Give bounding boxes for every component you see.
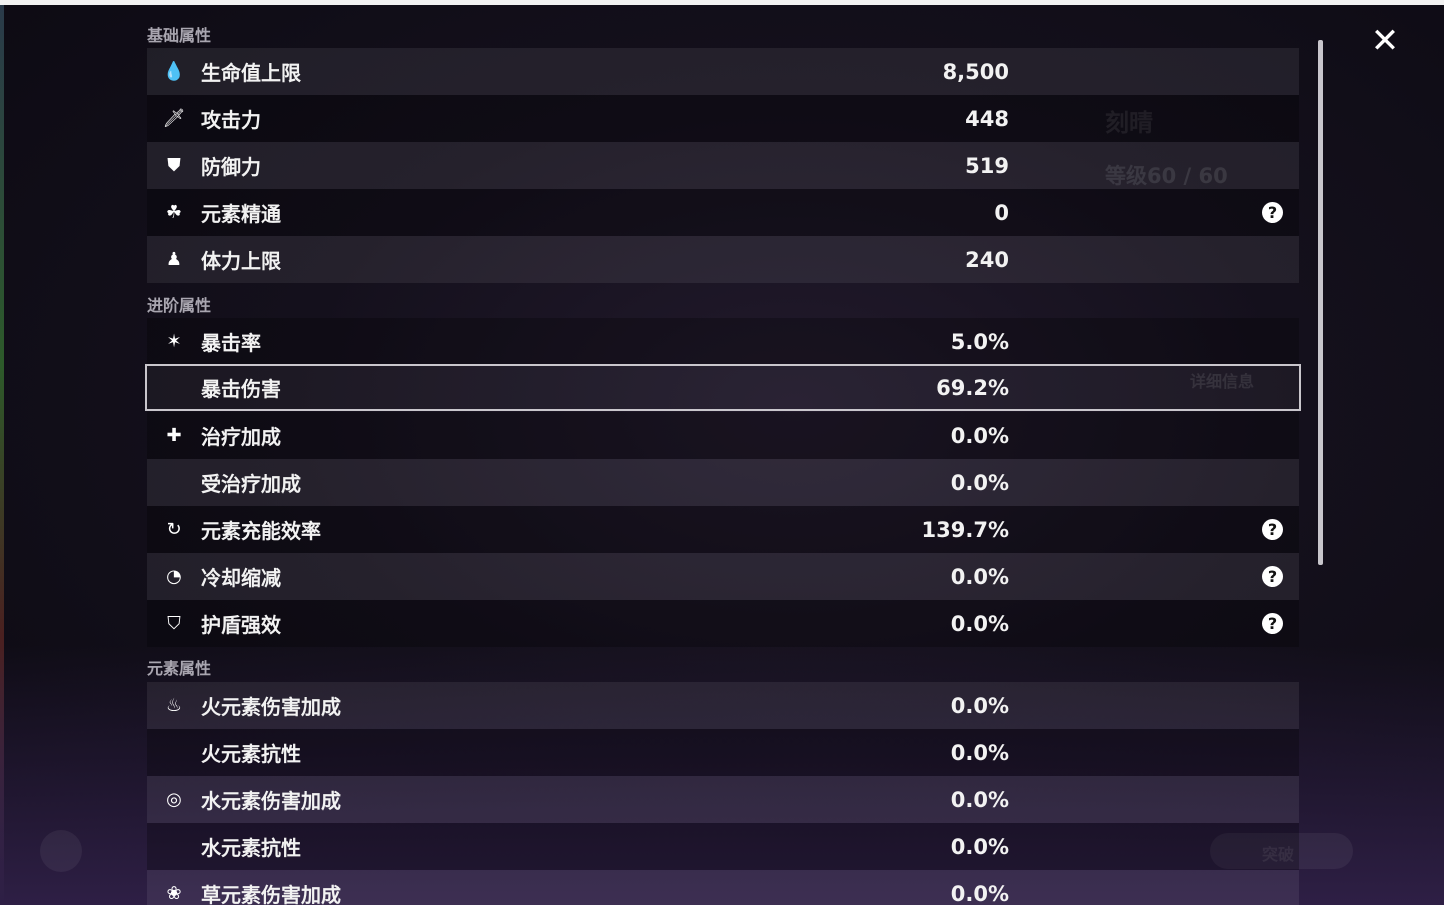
stat-label: 受治疗加成 <box>201 472 301 496</box>
hydro-icon: ◎ <box>166 789 182 810</box>
healing-cross-icon: ✚ <box>166 425 182 446</box>
stat-value: 0.0% <box>950 787 1009 812</box>
stat-value: 240 <box>965 247 1009 272</box>
stat-value: 0.0% <box>950 611 1009 636</box>
stat-label: 元素充能效率 <box>201 519 321 543</box>
bg-level: 等级60 / 60 <box>1105 164 1228 188</box>
close-button[interactable]: ✕ <box>1368 24 1402 58</box>
crit-rate-icon: ✶ <box>166 331 182 352</box>
stat-row[interactable]: ❀ 草元素伤害加成 0.0% <box>147 870 1299 905</box>
stat-label: 攻击力 <box>201 108 261 132</box>
stat-value: 8,500 <box>942 59 1009 84</box>
stat-row[interactable]: 火元素抗性 0.0% <box>147 729 1299 776</box>
pyro-icon: ♨ <box>165 695 183 716</box>
stat-label: 治疗加成 <box>201 425 281 449</box>
stat-row[interactable]: ✚ 治疗加成 0.0% <box>147 412 1299 459</box>
stat-label: 暴击伤害 <box>201 377 281 401</box>
energy-recharge-icon: ↻ <box>166 519 182 540</box>
stat-row[interactable]: ♟ 体力上限 240 <box>147 236 1299 283</box>
stat-label: 冷却缩减 <box>201 566 281 590</box>
stamina-icon: ♟ <box>165 249 183 270</box>
stat-label: 暴击率 <box>201 331 261 355</box>
bg-details-button: 详细信息 <box>1190 372 1255 391</box>
help-icon[interactable]: ? <box>1262 613 1283 634</box>
stat-value: 0.0% <box>950 740 1009 765</box>
scrollbar[interactable] <box>1318 40 1323 565</box>
stat-value: 0.0% <box>950 423 1009 448</box>
stat-label: 水元素伤害加成 <box>201 789 341 813</box>
bg-breakthrough-button: 突破 <box>1210 833 1353 869</box>
shield-icon: ⛊ <box>167 155 181 176</box>
stat-row[interactable]: 💧 生命值上限 8,500 <box>147 48 1299 95</box>
stat-value: 0.0% <box>950 564 1009 589</box>
stat-value: 0 <box>994 200 1009 225</box>
sword-icon: 🗡 <box>162 108 186 129</box>
stat-value: 5.0% <box>950 329 1009 354</box>
stat-row[interactable]: ☘ 元素精通 0? <box>147 189 1299 236</box>
stat-row[interactable]: ⛉ 护盾强效 0.0%? <box>147 600 1299 647</box>
background-glow <box>0 645 1444 905</box>
help-icon[interactable]: ? <box>1262 566 1283 587</box>
cooldown-icon: ◔ <box>166 566 182 587</box>
stat-value: 69.2% <box>936 375 1009 400</box>
stat-value: 448 <box>965 106 1009 131</box>
bg-character-name: 刻晴 <box>1105 109 1153 137</box>
stat-row[interactable]: ◔ 冷却缩减 0.0%? <box>147 553 1299 600</box>
stat-label: 护盾强效 <box>201 613 281 637</box>
top-bar <box>0 0 1444 5</box>
elemental-mastery-icon: ☘ <box>165 202 183 223</box>
stat-row[interactable]: 水元素抗性 0.0% <box>147 823 1299 870</box>
shield-strength-icon: ⛉ <box>167 613 181 634</box>
stat-label: 火元素伤害加成 <box>201 695 341 719</box>
stat-row[interactable]: 受治疗加成 0.0% <box>147 459 1299 506</box>
stat-value: 0.0% <box>950 693 1009 718</box>
help-icon[interactable]: ? <box>1262 202 1283 223</box>
section-header: 进阶属性 <box>147 296 212 315</box>
stat-label: 生命值上限 <box>201 61 301 85</box>
hp-drop-icon: 💧 <box>162 61 186 82</box>
stat-row[interactable]: ✶ 暴击率 5.0% <box>147 318 1299 365</box>
section-header: 元素属性 <box>147 659 212 678</box>
menu-grid-icon <box>40 830 82 872</box>
stat-label: 水元素抗性 <box>201 836 301 860</box>
dendro-icon: ❀ <box>166 883 182 904</box>
stat-row[interactable]: ◎ 水元素伤害加成 0.0% <box>147 776 1299 823</box>
stat-value: 0.0% <box>950 834 1009 859</box>
stat-label: 草元素伤害加成 <box>201 883 341 905</box>
section-header: 基础属性 <box>147 26 212 45</box>
stat-row[interactable]: 暴击伤害 69.2% <box>145 364 1301 411</box>
help-icon[interactable]: ? <box>1262 519 1283 540</box>
close-icon: ✕ <box>1370 21 1400 61</box>
stat-row[interactable]: 🗡 攻击力 448 <box>147 95 1299 142</box>
stat-label: 体力上限 <box>201 249 281 273</box>
stat-row[interactable]: ⛊ 防御力 519 <box>147 142 1299 189</box>
stat-value: 0.0% <box>950 881 1009 905</box>
left-edge <box>0 5 4 905</box>
stat-value: 139.7% <box>921 517 1009 542</box>
stat-label: 火元素抗性 <box>201 742 301 766</box>
stat-row[interactable]: ♨ 火元素伤害加成 0.0% <box>147 682 1299 729</box>
stat-value: 0.0% <box>950 470 1009 495</box>
stat-row[interactable]: ↻ 元素充能效率 139.7%? <box>147 506 1299 553</box>
stat-value: 519 <box>965 153 1009 178</box>
stat-label: 防御力 <box>201 155 261 179</box>
stat-label: 元素精通 <box>201 202 281 226</box>
